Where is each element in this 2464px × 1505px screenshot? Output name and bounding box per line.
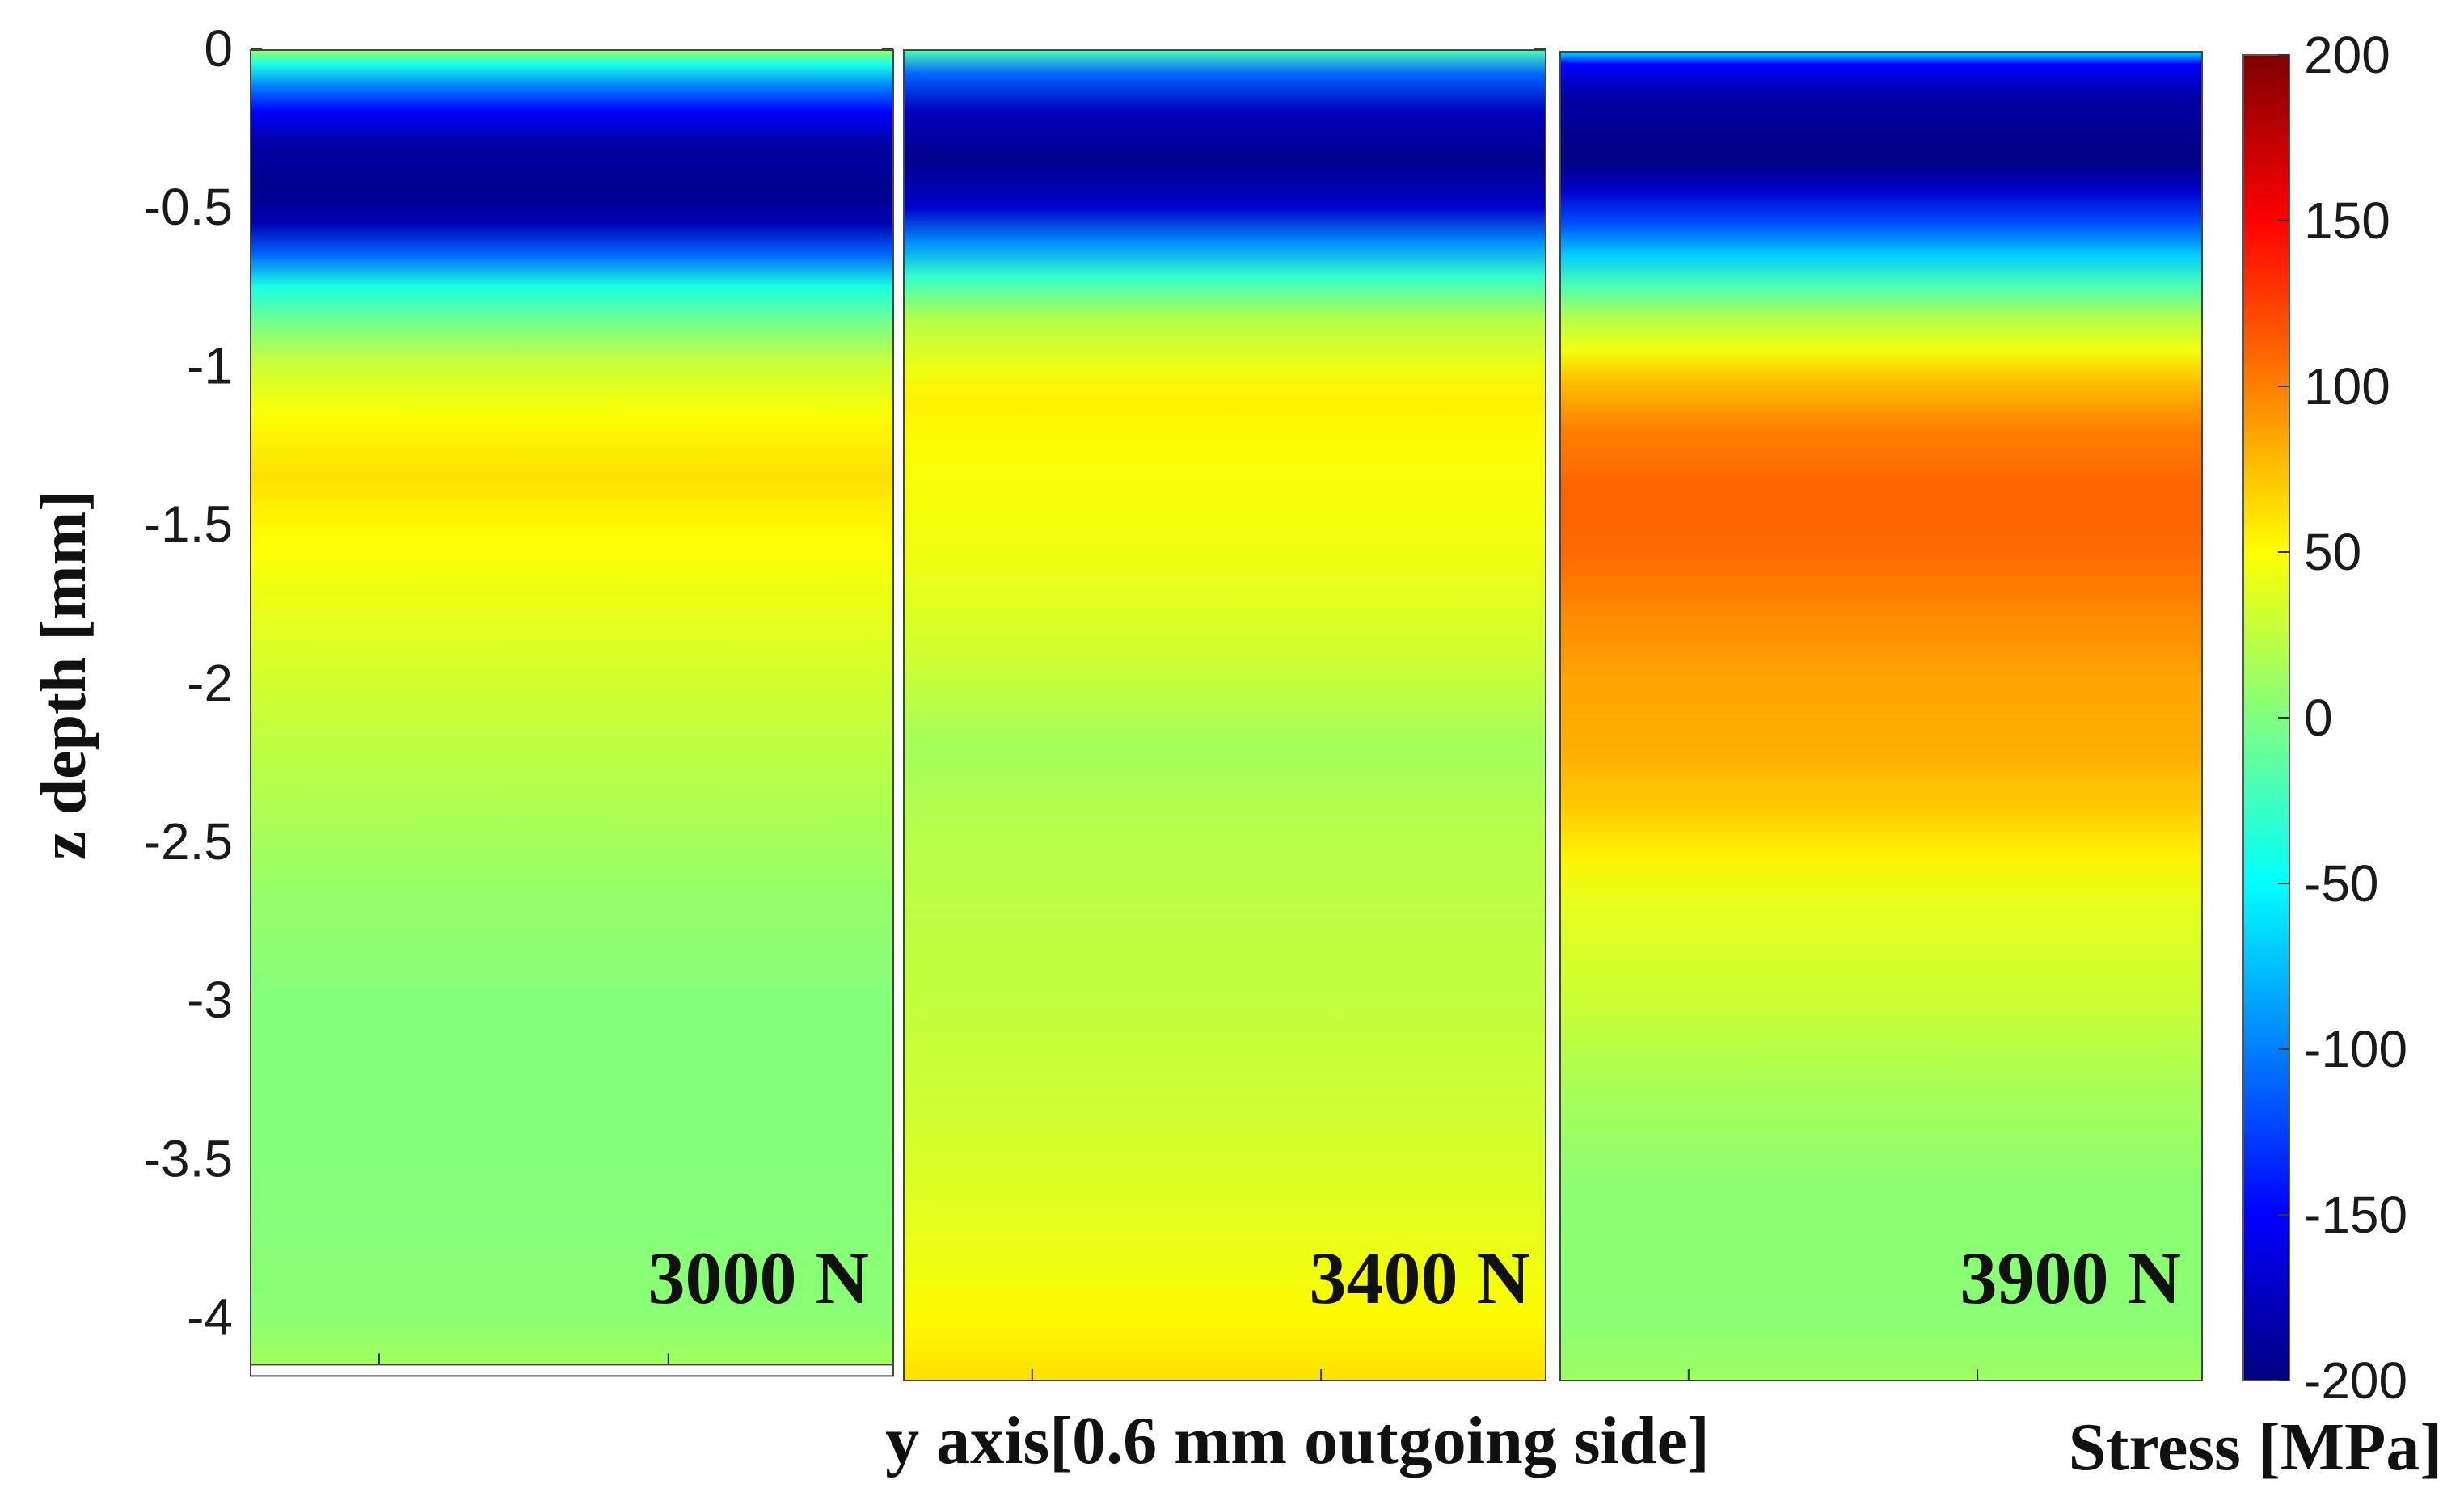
panels — [250, 49, 2203, 1381]
colorbar-tick-label: 100 — [2304, 357, 2390, 415]
panel-label-3900n: 3900 N — [1960, 1237, 2181, 1319]
y-tick-label: -2.5 — [144, 812, 233, 871]
panel-3400n — [903, 49, 1546, 1381]
y-tick-label: -3 — [187, 971, 233, 1029]
y-tick-label: -4 — [187, 1288, 233, 1347]
colorbar-tick-label: -200 — [2304, 1351, 2407, 1410]
y-tick-label: -3.5 — [144, 1129, 233, 1187]
colorbar-tick-label: 50 — [2304, 523, 2361, 581]
x-axis-label: y axis[0.6 mm outgoing side] — [885, 1403, 1710, 1478]
y-tick-label: -1 — [187, 336, 233, 394]
colorbar-label: Stress [MPa] — [2069, 1410, 2443, 1485]
y-tick-label: -1.5 — [144, 495, 233, 554]
y-axis-label: z depth [mm] — [28, 490, 99, 860]
colorbar-tick-label: 150 — [2304, 192, 2390, 250]
y-tick-label: -0.5 — [144, 178, 233, 236]
colorbar-tick-label: 200 — [2304, 26, 2390, 84]
colorbar-tick-label: -50 — [2304, 854, 2379, 913]
colorbar-tick-label: -100 — [2304, 1020, 2407, 1078]
colorbar-ticks: 200 150 100 50 0 -50 -100 -150 -200 — [2278, 26, 2407, 1410]
panel-label-3400n: 3400 N — [1310, 1237, 1530, 1319]
panel-label-3000n: 3000 N — [648, 1237, 869, 1319]
y-axis-ticks: 0 -0.5 -1 -1.5 -2 -2.5 -3 -3.5 -4 — [144, 19, 1546, 1347]
panel-3900n — [1559, 51, 2203, 1381]
colorbar-tick-label: -150 — [2304, 1186, 2407, 1244]
y-tick-label: 0 — [204, 19, 233, 78]
panel-3000n-bottom-margin — [250, 1364, 894, 1377]
colorbar-tick-label: 0 — [2304, 689, 2333, 747]
panel-3000n — [250, 49, 894, 1366]
y-tick-label: -2 — [187, 654, 233, 712]
